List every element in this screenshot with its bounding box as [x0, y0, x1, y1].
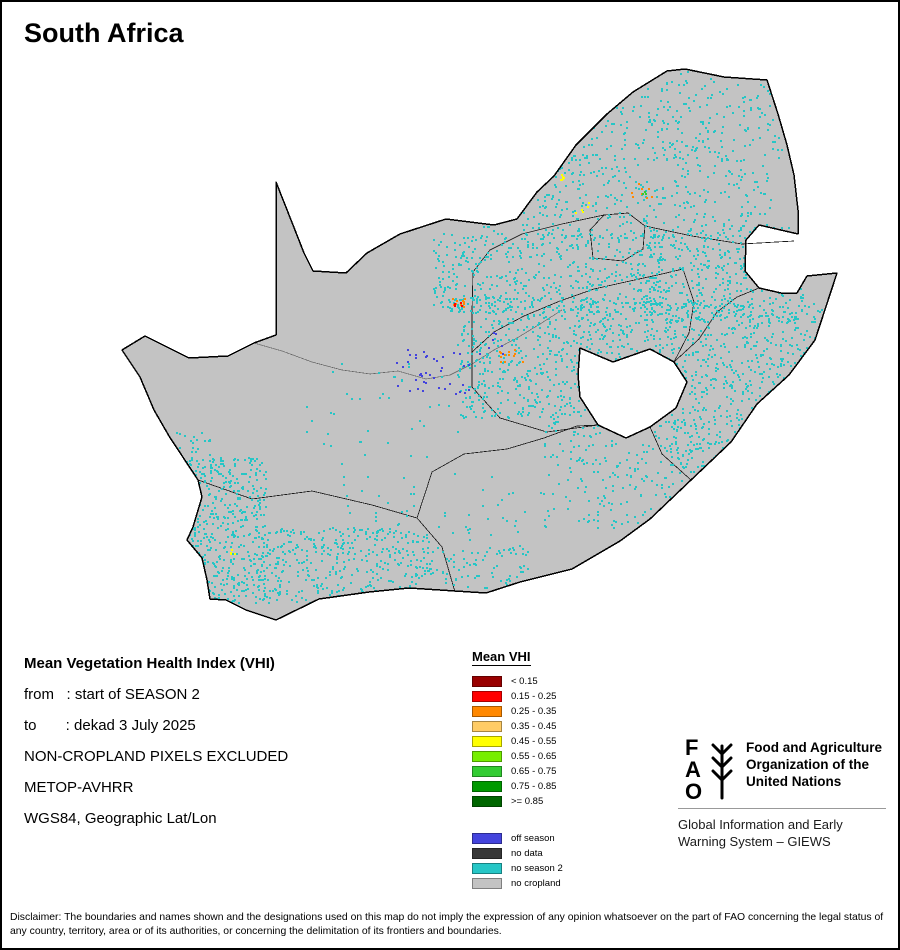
legend-row: 0.55 - 0.65 [472, 749, 682, 764]
legend-row: 0.15 - 0.25 [472, 689, 682, 704]
legend-row: 0.65 - 0.75 [472, 764, 682, 779]
wheat-icon [711, 743, 733, 800]
info-line: METOP-AVHRR [24, 779, 134, 796]
page-title: South Africa [24, 18, 184, 48]
disclaimer: Disclaimer: The boundaries and names sho… [10, 912, 884, 937]
legend-label: < 0.15 [511, 676, 538, 687]
info-line: to : dekad 3 July 2025 [24, 717, 196, 734]
legend-swatch [472, 766, 502, 777]
country-outline [121, 68, 838, 621]
legend-swatch [472, 676, 502, 687]
legend-extra-classes: off season no data no season 2 no cropland [472, 831, 682, 891]
legend-label: no data [511, 848, 543, 859]
giews-label: Global Information and Early Warning Sys… [678, 817, 843, 849]
country-shape [121, 68, 838, 621]
legend-label: 0.65 - 0.75 [511, 766, 557, 777]
legend-swatch [472, 863, 502, 874]
map-pixels-gr [642, 191, 647, 195]
legend-row: off season [472, 831, 682, 846]
legend-swatch [472, 848, 502, 859]
legend-row: no season 2 [472, 861, 682, 876]
info-line: Mean Vegetation Health Index (VHI) [24, 655, 275, 672]
legend-row: >= 0.85 [472, 794, 682, 809]
fao-letter-o: O [685, 779, 702, 804]
legend-swatch [472, 878, 502, 889]
legend-swatch [472, 796, 502, 807]
legend-row: < 0.15 [472, 674, 682, 689]
legend: Mean VHI < 0.15 0.15 - 0.25 0.25 - 0.35 0.3… [472, 648, 682, 891]
legend-label: off season [511, 833, 555, 844]
legend-label: 0.45 - 0.55 [511, 736, 557, 747]
legend-row: no data [472, 846, 682, 861]
legend-swatch [472, 736, 502, 747]
fao-logo: F A O [685, 736, 733, 804]
info-line: NON-CROPLAND PIXELS EXCLUDED [24, 748, 289, 765]
fao-letter-f: F [685, 736, 698, 760]
map-info-block: Mean Vegetation Health Index (VHI) from :… [24, 648, 288, 834]
legend-row: no cropland [472, 876, 682, 891]
legend-classes: < 0.15 0.15 - 0.25 0.25 - 0.35 0.35 - 0.45 0… [472, 674, 682, 809]
legend-label: 0.75 - 0.85 [511, 781, 557, 792]
legend-row: 0.45 - 0.55 [472, 734, 682, 749]
legend-title: Mean VHI [472, 649, 531, 666]
legend-row: 0.75 - 0.85 [472, 779, 682, 794]
legend-swatch [472, 781, 502, 792]
legend-swatch [472, 721, 502, 732]
legend-label: no season 2 [511, 863, 563, 874]
legend-label: 0.55 - 0.65 [511, 751, 557, 762]
legend-swatch [472, 691, 502, 702]
province-borders [197, 212, 795, 593]
legend-swatch [472, 751, 502, 762]
legend-row: 0.35 - 0.45 [472, 719, 682, 734]
map-pixels-rd [454, 302, 463, 307]
info-line: from : start of SEASON 2 [24, 686, 200, 703]
legend-label: 0.15 - 0.25 [511, 691, 557, 702]
legend-swatch [472, 833, 502, 844]
legend-swatch [472, 706, 502, 717]
info-line: WGS84, Geographic Lat/Lon [24, 810, 217, 827]
fao-letter-a: A [685, 757, 701, 782]
legend-label: no cropland [511, 878, 561, 889]
fao-org-name: Food and Agriculture Organization of the… [746, 740, 882, 789]
vhi-pixels [154, 69, 834, 604]
fao-divider [678, 808, 886, 809]
legend-row: 0.25 - 0.35 [472, 704, 682, 719]
legend-label: 0.35 - 0.45 [511, 721, 557, 732]
legend-label: 0.25 - 0.35 [511, 706, 557, 717]
legend-label: >= 0.85 [511, 796, 544, 807]
map-pixels-cy [154, 69, 834, 604]
